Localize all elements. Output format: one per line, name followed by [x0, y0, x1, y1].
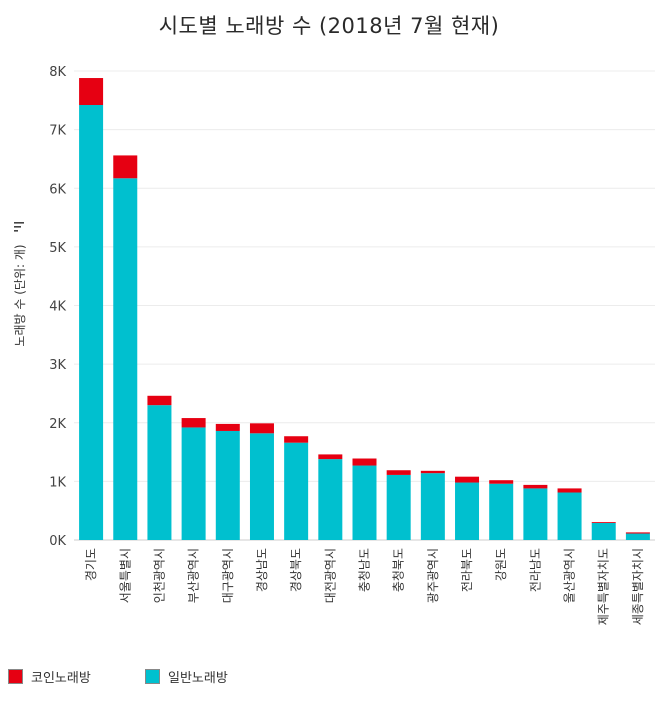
bar-general [215, 430, 240, 540]
bar-general [284, 442, 309, 540]
bar-general [420, 473, 445, 540]
bar-coin [625, 532, 650, 534]
bar-general [147, 405, 172, 540]
menu-icon-line [14, 226, 21, 228]
menu-icon-line [14, 230, 18, 232]
bar-coin [215, 423, 240, 431]
bar-general [386, 474, 411, 540]
x-tick-label: 전라남도 [528, 548, 542, 592]
x-tick-label: 대구광역시 [221, 548, 235, 603]
bar-general [523, 488, 548, 540]
x-tick-label: 인천광역시 [151, 548, 166, 603]
y-tick-label: 1K [49, 475, 66, 490]
bar-coin [557, 488, 582, 493]
x-tick-label: 충청남도 [358, 548, 372, 592]
bar-coin [591, 522, 616, 523]
x-tick-label: 대전광역시 [323, 548, 337, 603]
x-tick-label: 울산광역시 [563, 548, 577, 603]
y-tick-label: 5K [49, 241, 66, 256]
y-tick-label: 4K [49, 300, 66, 315]
y-tick-label: 6K [49, 182, 66, 197]
bar-general [557, 492, 582, 540]
x-tick-label: 경기도 [84, 548, 98, 581]
y-axis-title: 노래방 수 (단위: 개) [13, 244, 27, 346]
x-tick-label: 충청북도 [392, 548, 406, 592]
bar-coin [386, 470, 411, 475]
legend-item-general[interactable]: 일반노래방 [145, 667, 228, 686]
y-tick-label: 3K [49, 358, 66, 373]
bar-general [625, 533, 650, 540]
bar-coin [420, 470, 445, 474]
legend-swatch-general [145, 669, 160, 684]
x-tick-label: 부산광역시 [187, 548, 201, 603]
legend-label-general: 일반노래방 [168, 671, 228, 686]
menu-icon-line [14, 222, 24, 224]
bar-coin [113, 155, 138, 179]
menu-icon[interactable] [14, 222, 24, 232]
bar-coin [455, 476, 480, 483]
bar-coin [147, 395, 172, 406]
y-tick-label: 0K [49, 534, 66, 549]
x-tick-label: 세종특별자치시 [631, 548, 645, 625]
y-tick-label: 7K [49, 124, 66, 139]
bar-general [455, 482, 480, 540]
bar-general [352, 465, 377, 540]
bar-coin [79, 78, 104, 106]
chart-plot: 0K 1K 2K 3K 4K 5K 6K 7K 8K 노래방 수 (단위: 개) 경기도 서울특별시 인… [13, 65, 655, 625]
bar-general [113, 178, 138, 540]
bar-general [181, 427, 206, 540]
bar-general [318, 459, 343, 540]
x-tick-label: 광주광역시 [426, 548, 440, 603]
legend-label-coin: 코인노래방 [31, 671, 91, 686]
legend-item-coin[interactable]: 코인노래방 [8, 667, 91, 686]
bar-coin [181, 418, 206, 428]
bar-general [489, 483, 514, 540]
x-tick-label: 제주특별자치도 [597, 548, 611, 625]
x-tick-label: 서울특별시 [118, 548, 132, 603]
bar-coin [352, 458, 377, 466]
x-tick-label: 경상북도 [289, 548, 303, 592]
bar-coin [249, 423, 274, 434]
y-tick-label: 2K [49, 417, 66, 432]
x-tick-label: 전라북도 [460, 548, 474, 592]
bar-coin [523, 484, 548, 489]
chart-title: 시도별 노래방 수 (2018년 7월 현재) [158, 14, 500, 38]
x-tick-label: 강원도 [494, 548, 508, 581]
x-tick-label: 경상남도 [255, 548, 269, 592]
bar-general [591, 522, 616, 540]
bar-coin [318, 454, 343, 460]
y-tick-label: 8K [49, 65, 66, 80]
bar-general [79, 105, 104, 540]
bar-general [249, 433, 274, 540]
legend-swatch-coin [8, 669, 23, 684]
bar-coin [489, 480, 514, 484]
bar-coin [284, 436, 309, 443]
